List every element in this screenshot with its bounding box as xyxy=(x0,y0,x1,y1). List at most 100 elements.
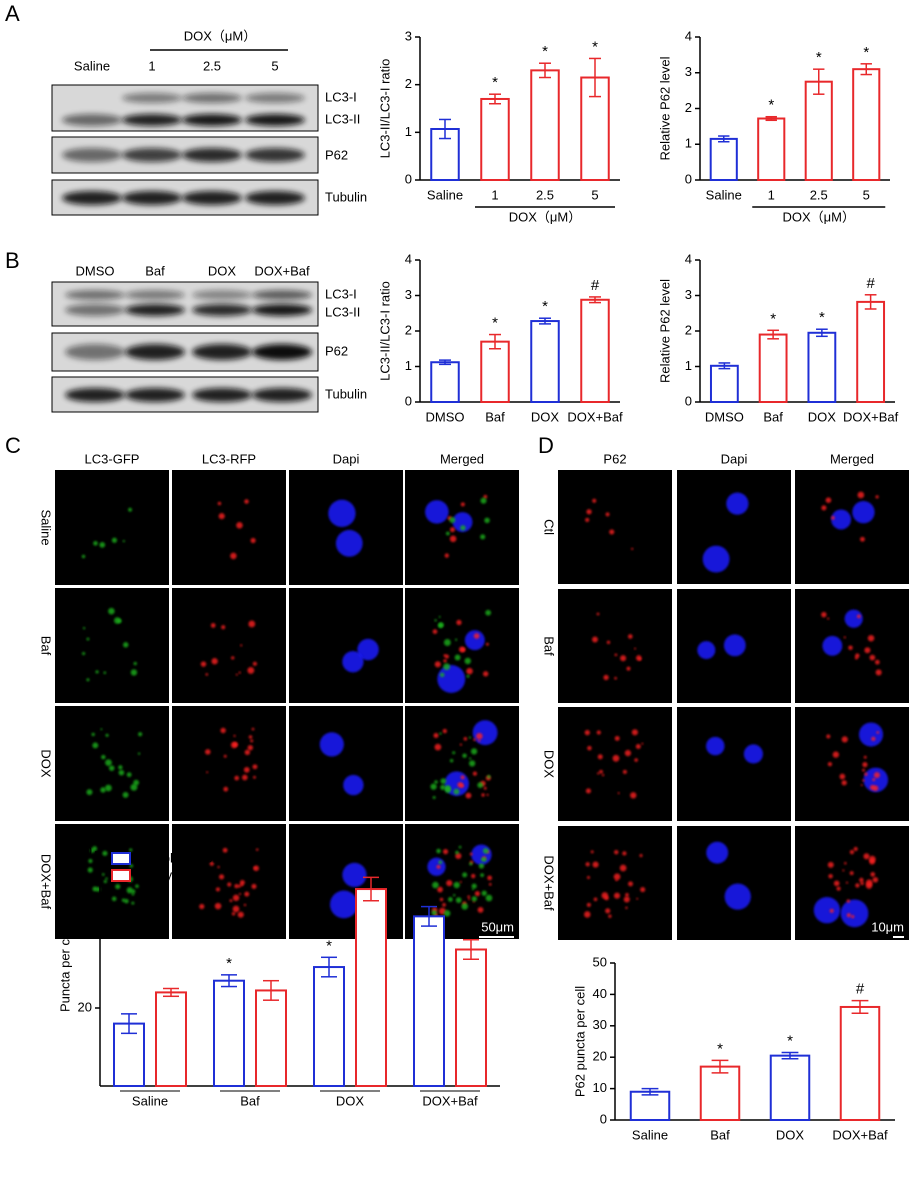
blot-band xyxy=(252,388,312,402)
cell-signal xyxy=(852,501,875,524)
blot-band xyxy=(252,290,312,300)
cell-signal xyxy=(706,841,729,864)
cell-signal xyxy=(105,759,112,766)
cell-signal xyxy=(612,754,620,762)
cell-signal xyxy=(457,781,463,788)
cell-signal xyxy=(449,527,455,533)
panel-label: D xyxy=(538,433,554,458)
cell-signal xyxy=(234,775,240,781)
cell-signal xyxy=(843,636,846,639)
cell-signal xyxy=(472,720,498,746)
cell-signal xyxy=(821,611,827,618)
blot-band xyxy=(245,93,305,103)
y-axis-label: Relative P62 level xyxy=(657,56,672,160)
blot-band xyxy=(245,191,305,205)
cell-signal xyxy=(468,760,476,767)
cell-signal xyxy=(440,778,447,785)
cell-signal xyxy=(464,657,472,665)
bar xyxy=(852,68,881,181)
cell-signal xyxy=(601,892,609,899)
y-tick-label: 4 xyxy=(685,28,692,43)
cell-signal xyxy=(444,553,449,558)
y-tick-label: 3 xyxy=(405,28,412,43)
x-tick-label: DOX+Baf xyxy=(843,409,899,424)
cell-signal xyxy=(627,634,633,639)
legend-swatch xyxy=(111,869,131,882)
cell-signal xyxy=(205,749,211,755)
cell-signal xyxy=(480,873,485,878)
cell-signal xyxy=(831,509,852,530)
blot-band xyxy=(122,191,182,205)
cell-signal xyxy=(244,749,251,756)
cell-signal xyxy=(342,651,364,673)
row-label: Baf xyxy=(542,636,557,656)
micrograph xyxy=(558,470,672,584)
band-label: P62 xyxy=(325,147,348,162)
y-tick-label: 1 xyxy=(405,358,412,373)
cell-signal xyxy=(247,666,255,674)
cell-signal xyxy=(478,739,481,742)
cell-signal xyxy=(584,729,590,736)
row-label: DOX xyxy=(542,750,557,779)
cell-signal xyxy=(875,495,879,499)
cell-signal xyxy=(232,905,240,913)
cell-signal xyxy=(233,742,238,747)
blot-band xyxy=(192,388,252,402)
cell-signal xyxy=(864,647,871,654)
cell-signal xyxy=(480,534,486,540)
cell-signal xyxy=(846,913,851,918)
blot-band xyxy=(245,114,305,126)
x-tick-label: 1 xyxy=(768,187,775,202)
column-title: LC3-RFP xyxy=(202,451,256,466)
x-tick-label: Saline xyxy=(706,187,742,202)
cell-signal xyxy=(235,673,238,676)
cell-signal xyxy=(859,536,865,542)
cell-signal xyxy=(484,517,490,524)
cell-signal xyxy=(859,877,864,883)
cell-signal xyxy=(432,796,436,800)
cell-signal xyxy=(605,512,610,517)
y-tick-label: 3 xyxy=(405,287,412,302)
bar xyxy=(480,97,510,181)
cell-signal xyxy=(215,887,221,892)
cell-signal xyxy=(463,736,468,741)
cell-signal xyxy=(126,772,132,778)
cell-signal xyxy=(233,734,236,738)
y-tick-label: 0 xyxy=(685,171,692,186)
x-tick-label: 5 xyxy=(591,187,598,202)
cell-signal xyxy=(724,883,751,910)
cell-signal xyxy=(827,861,834,868)
cell-signal xyxy=(129,864,134,868)
cell-signal xyxy=(617,792,620,795)
x-tick-label: Baf xyxy=(485,409,505,424)
cell-signal xyxy=(487,774,491,779)
x-tick-label: DMSO xyxy=(705,409,744,424)
micrograph xyxy=(172,470,286,585)
error-bar xyxy=(718,135,730,143)
cell-signal xyxy=(122,791,129,798)
cell-signal xyxy=(601,773,605,777)
x-tick-label: Baf xyxy=(240,1093,260,1108)
cell-signal xyxy=(251,883,257,889)
cell-signal xyxy=(431,910,437,916)
cell-signal xyxy=(328,499,356,528)
cell-signal xyxy=(622,851,627,856)
cell-signal xyxy=(133,661,137,666)
cell-signal xyxy=(231,912,236,916)
bar xyxy=(699,1065,741,1121)
cell-signal xyxy=(471,883,477,889)
bar xyxy=(856,300,886,404)
column-title: Merged xyxy=(440,451,484,466)
micrograph xyxy=(795,707,909,821)
bar xyxy=(839,1005,881,1122)
cell-signal xyxy=(702,545,730,573)
cell-signal xyxy=(99,542,106,548)
cell-signal xyxy=(630,792,637,799)
row-label: DOX+Baf xyxy=(39,854,54,910)
micrograph xyxy=(172,706,286,821)
error-bar xyxy=(781,1051,799,1060)
x-tick-label: 2.5 xyxy=(536,187,554,202)
band-label: LC3-II xyxy=(325,111,360,126)
cell-signal xyxy=(631,729,638,736)
bar xyxy=(709,364,739,404)
